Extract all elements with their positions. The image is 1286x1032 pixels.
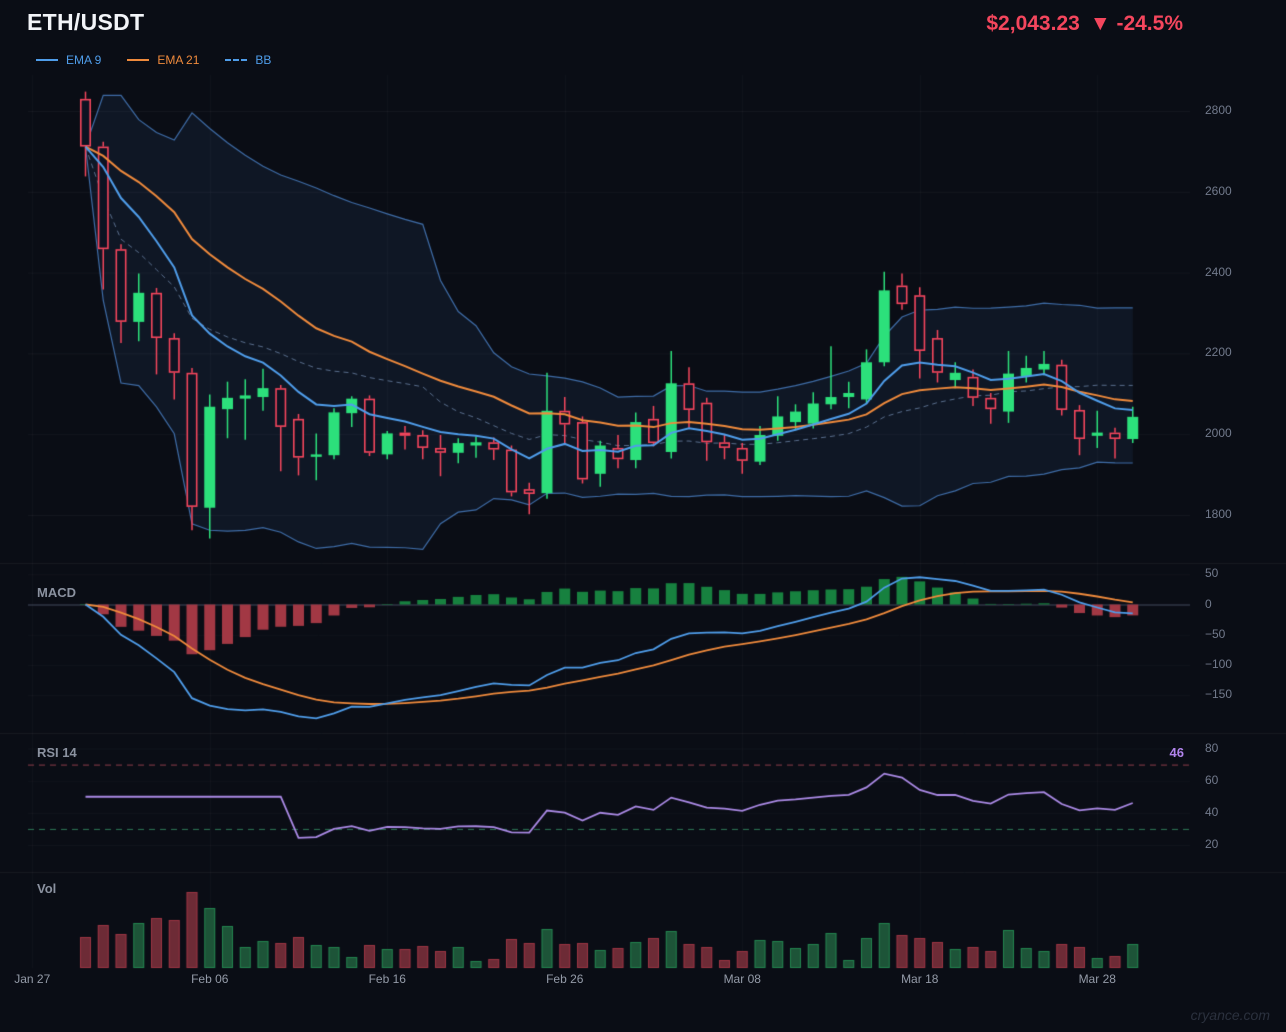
vol-panel-label: Vol — [37, 881, 57, 896]
rsi-tick-label: 40 — [1205, 804, 1219, 819]
header: ETH/USDT $2,043.23 ▼ -24.5% — [0, 0, 1286, 48]
triangle-down-icon: ▼ — [1089, 12, 1111, 35]
price-tick-label: 2000 — [1205, 426, 1232, 441]
rsi-current-value: 46 — [1169, 745, 1184, 760]
rsi-panel-label: RSI 14 — [37, 745, 77, 760]
price-tick-label: 2400 — [1205, 264, 1232, 279]
price-readout: $2,043.23 ▼ -24.5% — [986, 12, 1183, 36]
date-tick-label: Mar 08 — [723, 972, 761, 986]
legend-label: BB — [255, 53, 272, 67]
ema9-line-icon — [36, 59, 58, 61]
ema21-line-icon — [127, 59, 150, 61]
legend-label: EMA 9 — [66, 53, 102, 67]
macd-tick-label: 50 — [1205, 566, 1219, 581]
rsi-tick-label: 60 — [1205, 772, 1219, 787]
change-value: -24.5% — [1116, 12, 1183, 35]
price-tick-label: 2800 — [1205, 103, 1232, 117]
rsi-tick-label: 20 — [1205, 836, 1219, 851]
price-value: $2,043.23 — [986, 12, 1080, 35]
watermark: cryance.com — [1190, 1007, 1270, 1023]
legend-label: EMA 21 — [157, 53, 200, 67]
macd-tick-label: −150 — [1205, 687, 1233, 702]
macd-tick-label: −50 — [1205, 626, 1226, 641]
price-tick-label: 2200 — [1205, 345, 1232, 360]
page-title: ETH/USDT — [27, 9, 145, 35]
date-tick-label: Mar 18 — [901, 972, 939, 986]
legend-item-ema9[interactable]: EMA 9 — [36, 53, 101, 67]
rsi-tick-label: 80 — [1205, 740, 1219, 755]
legend-item-bb[interactable]: BB — [225, 53, 271, 67]
date-tick-label: Feb 16 — [368, 972, 406, 986]
date-tick-label: Jan 27 — [14, 972, 51, 986]
legend-item-ema21[interactable]: EMA 21 — [127, 53, 199, 67]
date-tick-label: Feb 06 — [191, 972, 229, 986]
price-tick-label: 1800 — [1205, 507, 1232, 521]
date-tick-label: Feb 26 — [546, 972, 584, 986]
date-tick-label: Mar 28 — [1078, 972, 1116, 986]
bb-dashed-line-icon — [225, 59, 248, 61]
macd-tick-label: 0 — [1205, 596, 1212, 611]
macd-tick-label: −100 — [1205, 656, 1233, 671]
legend: EMA 9 EMA 21 BB — [36, 53, 271, 67]
macd-panel-label: MACD — [37, 585, 76, 600]
price-tick-label: 2600 — [1205, 183, 1232, 198]
